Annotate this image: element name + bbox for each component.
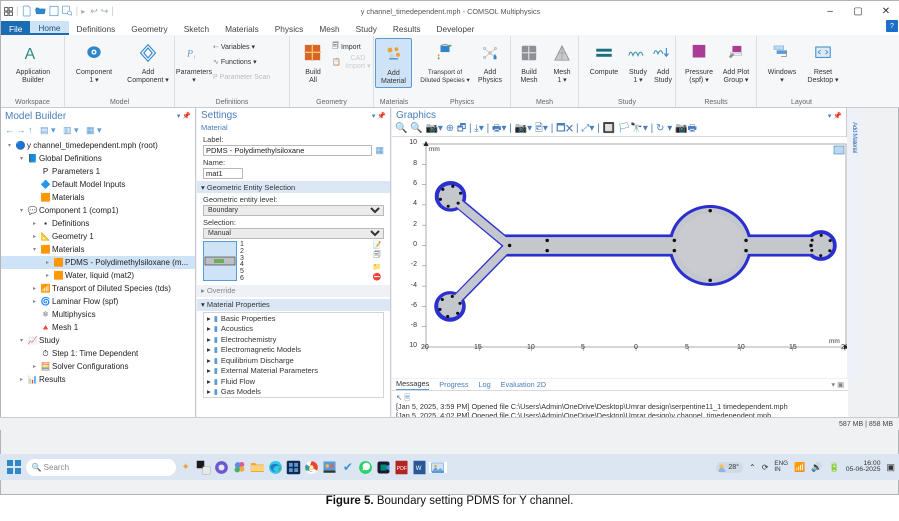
svg-text:A: A bbox=[25, 46, 36, 63]
svg-text:P: P bbox=[187, 49, 193, 60]
svg-text:i: i bbox=[194, 55, 195, 61]
svg-text:PDF: PDF bbox=[397, 465, 408, 471]
svg-text:mm: mm bbox=[829, 338, 840, 345]
svg-text:W: W bbox=[416, 465, 422, 471]
svg-text:mm: mm bbox=[429, 146, 440, 153]
